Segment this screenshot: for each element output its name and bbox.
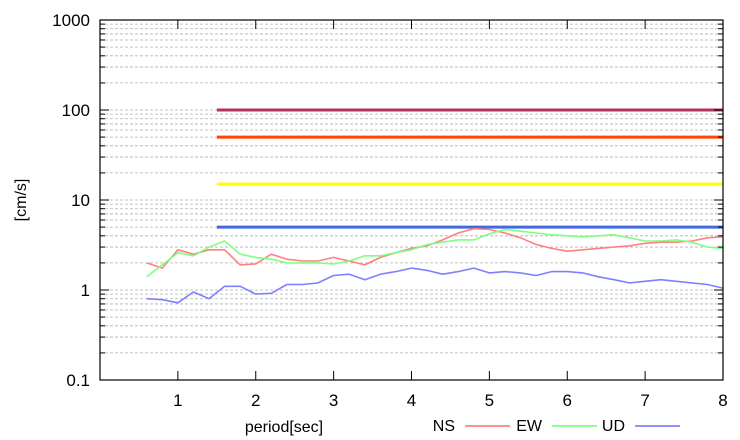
series-line-ew [146,228,724,278]
y-tick-label: 100 [62,101,90,120]
series-line-ud [146,267,724,304]
x-tick-label: 6 [563,391,572,410]
y-tick-label: 10 [71,191,90,210]
reference-lines [216,108,723,229]
legend: NS EW UD [433,418,680,435]
axis-ticks: 0.1 1 10 100 1000 1 2 3 4 5 6 7 8 [52,11,728,410]
legend-label-ns: NS [433,418,455,435]
y-tick-label: 1 [81,281,90,300]
legend-label-ew: EW [516,418,543,435]
x-tick-label: 7 [640,391,649,410]
x-tick-label: 1 [173,391,182,410]
y-axis-label: [cm/s] [13,179,30,222]
y-tick-label: 1000 [52,11,90,30]
x-tick-label: 3 [329,391,338,410]
x-tick-label: 8 [718,391,727,410]
x-axis-label: period[sec] [245,419,323,436]
x-tick-label: 2 [251,391,260,410]
data-series [146,227,724,304]
y-tick-label: 0.1 [66,371,90,390]
x-tick-label: 4 [407,391,416,410]
grid-lines [100,23,723,354]
legend-label-ud: UD [602,418,625,435]
x-tick-label: 5 [485,391,494,410]
